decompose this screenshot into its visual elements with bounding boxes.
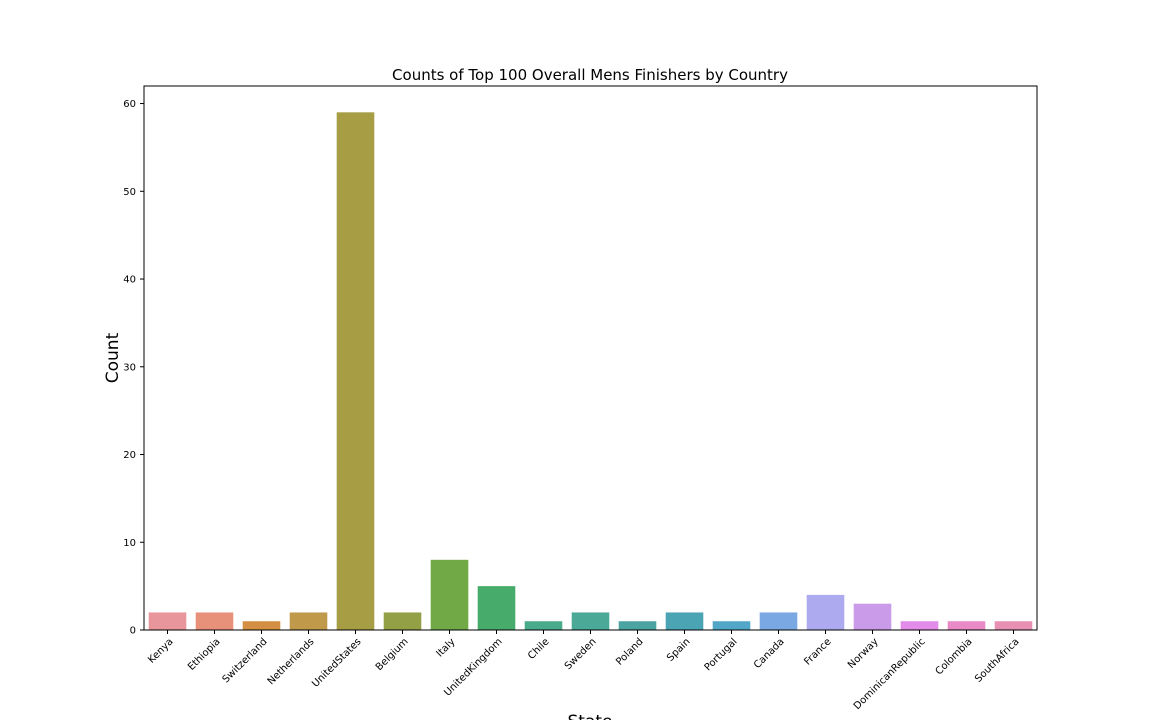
x-tick-label: Norway: [846, 636, 881, 671]
x-tick-label: Colombia: [934, 636, 975, 677]
bar-dominicanrepublic: [900, 621, 939, 630]
bar-southafrica: [994, 621, 1033, 630]
bars-group: [148, 112, 1033, 631]
x-tick-label: Belgium: [374, 636, 411, 673]
bar-italy: [430, 559, 469, 630]
bar-unitedstates: [336, 112, 375, 631]
x-tick-label: Poland: [614, 636, 645, 667]
bar-netherlands: [289, 612, 328, 630]
x-tick-label: Sweden: [563, 636, 599, 672]
bar-switzerland: [242, 621, 281, 630]
x-tick-label: Canada: [752, 636, 787, 671]
x-tick-label: France: [802, 636, 833, 667]
x-tick-label: Netherlands: [266, 636, 317, 687]
x-tick-label: Kenya: [146, 636, 175, 665]
y-tick-label: 60: [123, 99, 136, 110]
bar-spain: [665, 612, 704, 630]
x-tick-label: UnitedStates: [310, 636, 363, 689]
x-tick-label: Spain: [665, 636, 693, 664]
bar-norway: [853, 603, 892, 630]
x-tick-label: Switzerland: [221, 636, 270, 685]
bar-kenya: [148, 612, 187, 630]
y-tick-label: 40: [123, 275, 136, 286]
bar-colombia: [947, 621, 986, 630]
y-tick-label: 20: [123, 450, 136, 461]
y-axis: 0 10 20 30 40 50 60: [123, 99, 144, 637]
bar-unitedkingdom: [477, 586, 516, 630]
y-tick-label: 10: [123, 538, 136, 549]
x-tick-label: Portugal: [703, 636, 740, 673]
x-tick-label: Ethiopia: [186, 636, 223, 673]
x-axis-label: State: [568, 712, 613, 720]
x-tick-label: Chile: [526, 636, 551, 661]
bar-sweden: [571, 612, 610, 630]
bar-belgium: [383, 612, 422, 630]
bar-chile: [524, 621, 563, 630]
y-tick-label: 0: [130, 626, 136, 637]
plot-frame: [143, 85, 1038, 631]
y-tick-label: 50: [123, 187, 136, 198]
x-tick-label: Italy: [434, 636, 457, 659]
y-tick-label: 30: [123, 362, 136, 373]
bar-portugal: [712, 621, 751, 630]
x-axis: Kenya EthiopiaSwitzerlandNetherlandsUnite…: [146, 630, 1022, 712]
bar-canada: [759, 612, 798, 630]
bar-ethiopia: [195, 612, 234, 630]
chart-title: Counts of Top 100 Overall Mens Finishers…: [392, 66, 788, 84]
bar-poland: [618, 621, 657, 630]
y-axis-label: Count: [103, 332, 123, 383]
bar-france: [806, 594, 845, 630]
x-tick-label: SouthAfrica: [973, 636, 1022, 685]
